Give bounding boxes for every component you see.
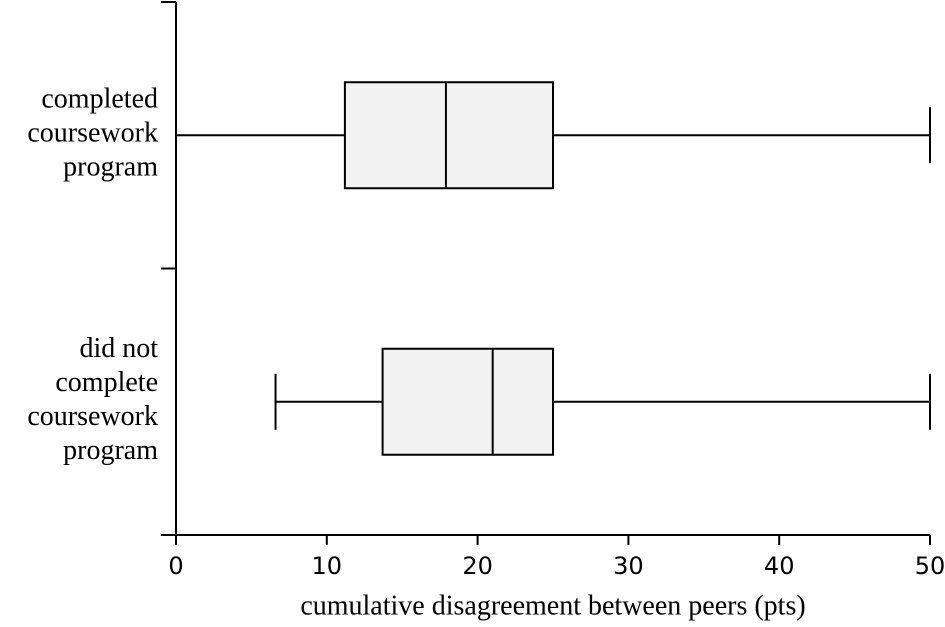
x-tick-label: 0 (168, 552, 183, 580)
x-tick-label: 40 (764, 552, 795, 580)
x-tick-label: 20 (462, 552, 493, 580)
y-tick-label: program (63, 435, 158, 466)
y-tick-label: coursework (27, 118, 158, 149)
y-tick-label: did not (79, 333, 158, 364)
x-tick-label: 10 (312, 552, 343, 580)
x-axis-label: cumulative disagreement between peers (p… (300, 590, 805, 621)
y-tick-label: coursework (27, 401, 158, 432)
y-tick-label: completed (41, 84, 158, 115)
box (381, 347, 555, 456)
y-tick-label: complete (55, 367, 158, 398)
x-tick-label: 30 (613, 552, 644, 580)
x-tick-label: 50 (915, 552, 945, 580)
y-tick-label: program (63, 152, 158, 183)
box (343, 81, 554, 190)
